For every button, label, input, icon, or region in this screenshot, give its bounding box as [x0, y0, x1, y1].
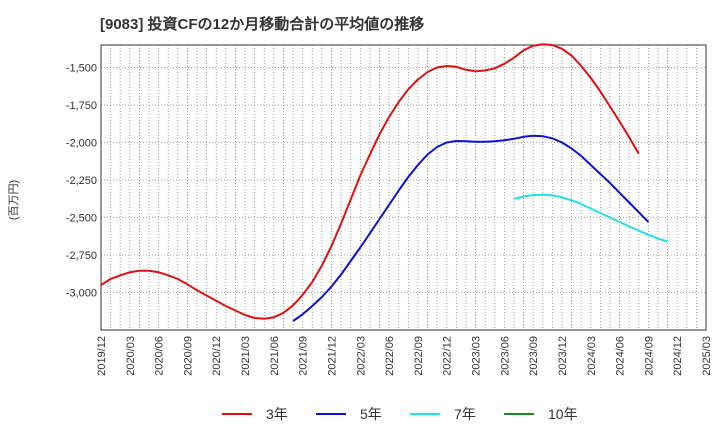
legend-item: 5年 — [316, 406, 382, 422]
x-tick-label: 2020/09 — [182, 336, 194, 376]
y-axis-label: (百万円) — [8, 180, 20, 220]
plot-background — [101, 45, 706, 330]
y-tick-label: -3,000 — [66, 288, 97, 300]
series-line-3年 — [100, 43, 640, 320]
legend: 3年 5年 7年 10年 — [222, 406, 578, 422]
x-tick-label: 2021/12 — [326, 336, 338, 376]
x-tick-label: 2023/12 — [557, 336, 569, 376]
plot-area — [100, 43, 707, 331]
x-tick-label: 2020/12 — [211, 336, 223, 376]
y-axis-ticks: -1,500 -1,750 -2,000 -2,250 -2,500 -2,750 -3,0… — [66, 63, 97, 300]
x-tick-label: 2021/03 — [240, 336, 252, 376]
legend-label: 7年 — [454, 406, 476, 422]
x-tick-label: 2021/09 — [298, 336, 310, 376]
x-tick-label: 2020/03 — [125, 336, 137, 376]
x-tick-label: 2019/12 — [96, 336, 108, 376]
x-tick-label: 2023/09 — [528, 336, 540, 376]
x-tick-label: 2022/12 — [442, 336, 454, 376]
y-tick-label: -2,250 — [66, 175, 97, 187]
y-tick-label: -1,750 — [66, 100, 97, 112]
x-tick-label: 2025/03 — [701, 336, 713, 376]
x-tick-label: 2023/06 — [499, 336, 511, 376]
y-tick-label: -2,750 — [66, 250, 97, 262]
x-tick-label: 2023/03 — [471, 336, 483, 376]
series-line-7年 — [513, 193, 668, 243]
x-tick-label: 2024/06 — [615, 336, 627, 376]
legend-label: 5年 — [360, 406, 382, 422]
legend-item: 3年 — [222, 406, 288, 422]
legend-label: 3年 — [266, 406, 288, 422]
series-line-5年 — [292, 134, 650, 322]
x-tick-label: 2022/09 — [413, 336, 425, 376]
plot-frame — [100, 44, 707, 331]
x-tick-label: 2024/12 — [672, 336, 684, 376]
x-tick-label: 2024/09 — [643, 336, 655, 376]
chart-title: [9083] 投資CFの12か月移動合計の平均値の推移 — [100, 15, 424, 33]
x-tick-label: 2024/03 — [586, 336, 598, 376]
y-tick-label: -2,000 — [66, 138, 97, 150]
x-tick-label: 2020/06 — [154, 336, 166, 376]
y-tick-label: -2,500 — [66, 213, 97, 225]
x-tick-label: 2022/06 — [384, 336, 396, 376]
legend-label: 10年 — [548, 406, 578, 422]
x-tick-label: 2022/03 — [355, 336, 367, 376]
x-axis-ticks: 2019/12 2020/03 2020/06 2020/09 2020/12 2021/… — [96, 336, 713, 376]
y-tick-label: -1,500 — [66, 63, 97, 75]
x-tick-label: 2021/06 — [269, 336, 281, 376]
legend-item: 7年 — [410, 406, 476, 422]
legend-item: 10年 — [504, 406, 578, 422]
